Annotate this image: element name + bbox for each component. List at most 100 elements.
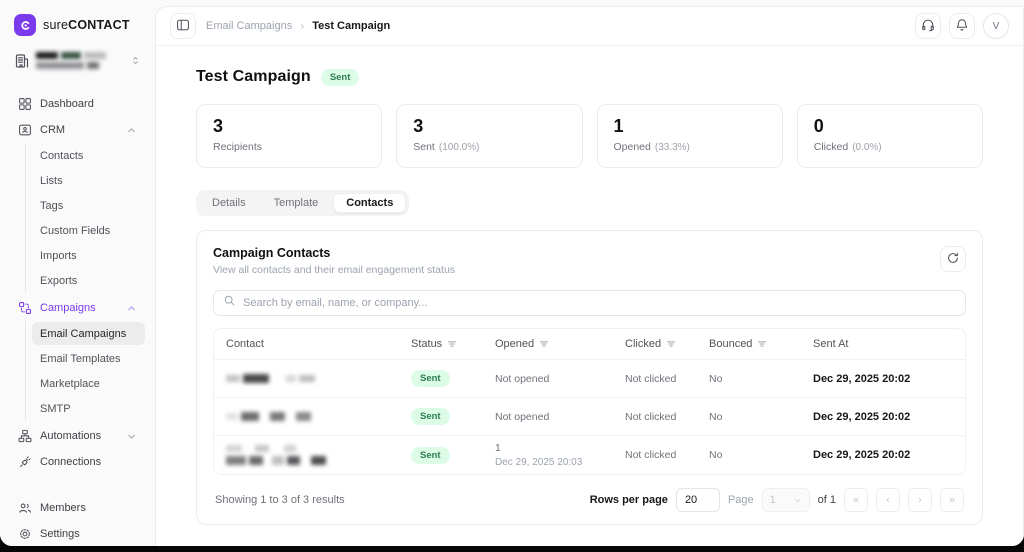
brand-name: sureCONTACT <box>43 18 130 32</box>
sent-at-cell: Dec 29, 2025 20:02 <box>813 372 911 385</box>
redacted-text <box>299 375 315 382</box>
sidebar-item-email-templates[interactable]: Email Templates <box>40 352 121 365</box>
connections-plug-icon <box>18 455 32 469</box>
page-label: Page <box>727 494 754 506</box>
filter-icon[interactable] <box>539 339 549 349</box>
tab-contacts[interactable]: Contacts <box>333 193 407 213</box>
table-row[interactable]: Sent 1 Dec 29, 2025 20:03 Not clicked No … <box>214 435 965 474</box>
sent-at-cell: Dec 29, 2025 20:02 <box>813 449 911 461</box>
breadcrumb-parent[interactable]: Email Campaigns <box>206 20 293 32</box>
sidebar-footer-nav: Members Settings <box>10 495 145 546</box>
sidebar-item-members[interactable]: Members <box>10 496 145 520</box>
panel-toggle-icon <box>176 18 190 35</box>
redacted-text <box>241 412 259 421</box>
filter-icon[interactable] <box>447 339 457 349</box>
table-row[interactable]: Sent Not opened Not clicked No Dec 29, 2… <box>214 359 965 397</box>
tab-template[interactable]: Template <box>273 197 319 209</box>
redacted-text <box>296 412 311 421</box>
contact-card-icon <box>18 123 32 137</box>
sidebar-item-custom-fields[interactable]: Custom Fields <box>40 224 111 237</box>
bell-icon <box>955 18 969 35</box>
headset-icon <box>921 18 935 35</box>
stat-label-text: Clicked <box>813 140 849 153</box>
status-badge: Sent <box>411 446 450 464</box>
dashboard-grid-icon <box>18 97 32 111</box>
chevron-down-icon <box>126 431 137 442</box>
last-page-button[interactable]: » <box>940 488 964 512</box>
sidebar-item-lists[interactable]: Lists <box>40 174 63 187</box>
sidebar-item-tags[interactable]: Tags <box>40 199 64 212</box>
sidebar-item-smtp[interactable]: SMTP <box>40 402 71 415</box>
previous-page-button[interactable]: ‹ <box>876 488 900 512</box>
table-header-row: Contact Status Opened Clicked Bounced Se… <box>214 329 965 359</box>
contact-cell-redacted <box>226 412 411 421</box>
redacted-text <box>272 456 284 465</box>
breadcrumb: Email Campaigns › Test Campaign <box>206 19 905 33</box>
sidebar-item-label: CRM <box>40 124 66 136</box>
org-selector[interactable] <box>12 50 143 71</box>
filter-icon[interactable] <box>666 339 676 349</box>
clicked-cell: Not clicked <box>625 410 677 423</box>
redacted-text <box>87 62 99 69</box>
redacted-text <box>249 456 263 465</box>
refresh-button[interactable] <box>940 246 966 272</box>
campaign-contacts-card: Campaign Contacts View all contacts and … <box>196 230 983 525</box>
status-badge: Sent <box>411 370 450 387</box>
stat-card-clicked: 0 Clicked (0.0%) <box>796 104 983 168</box>
notifications-button[interactable] <box>949 13 975 39</box>
rows-per-page-input[interactable] <box>675 488 720 512</box>
campaign-tabs: Details Template Contacts <box>196 190 410 216</box>
table-row[interactable]: Sent Not opened Not clicked No Dec 29, 2… <box>214 397 965 435</box>
results-summary: Showing 1 to 3 of 3 results <box>215 494 345 506</box>
redacted-text <box>286 375 296 382</box>
sidebar-item-automations[interactable]: Automations <box>10 424 145 448</box>
stat-card-sent: 3 Sent (100.0%) <box>396 104 583 168</box>
first-page-button[interactable]: « <box>844 488 868 512</box>
status-cell: Sent <box>411 408 495 425</box>
sidebar-item-campaigns[interactable]: Campaigns <box>10 296 145 320</box>
sidebar-item-crm[interactable]: CRM <box>10 118 145 142</box>
next-page-button[interactable]: › <box>908 488 932 512</box>
page-select[interactable]: 1 <box>761 488 810 512</box>
sidebar-item-marketplace[interactable]: Marketplace <box>40 377 100 390</box>
brand-name-bold: CONTACT <box>68 18 130 32</box>
redacted-text <box>287 456 300 465</box>
redacted-text <box>284 445 296 452</box>
sidebar-item-exports[interactable]: Exports <box>40 274 78 287</box>
redacted-text <box>226 375 240 382</box>
chevron-up-icon <box>126 303 137 314</box>
main-panel: Email Campaigns › Test Campaign V Test C… <box>155 6 1024 546</box>
organization-icon <box>14 53 30 69</box>
title-row: Test Campaign Sent <box>196 68 983 86</box>
redacted-text <box>36 52 58 59</box>
sidebar-toggle-button[interactable] <box>170 13 196 39</box>
user-avatar[interactable]: V <box>983 13 1009 39</box>
column-opened: Opened <box>495 338 625 350</box>
stat-label: Opened (33.3%) <box>614 141 766 153</box>
sidebar-item-dashboard[interactable]: Dashboard <box>10 92 145 116</box>
stat-value: 3 <box>413 116 424 136</box>
support-button[interactable] <box>915 13 941 39</box>
card-header: Campaign Contacts View all contacts and … <box>213 246 966 276</box>
sidebar-item-imports[interactable]: Imports <box>40 249 77 262</box>
stat-percent: (0.0%) <box>852 141 882 153</box>
breadcrumb-separator: › <box>300 19 305 33</box>
search-input[interactable] <box>243 297 956 309</box>
sidebar-item-label: Connections <box>40 456 102 468</box>
search-icon <box>223 294 236 312</box>
sidebar-item-connections[interactable]: Connections <box>10 450 145 474</box>
campaigns-submenu: Email Campaigns Email Templates Marketpl… <box>25 321 145 421</box>
campaigns-workflow-icon <box>18 301 32 315</box>
sidebar-item-contacts[interactable]: Contacts <box>40 149 84 162</box>
redacted-text <box>243 374 269 383</box>
sidebar-item-settings[interactable]: Settings <box>10 522 145 546</box>
page-content: Test Campaign Sent 3 Recipients 3 Sent (1… <box>156 46 1023 546</box>
pagination-controls: Rows per page Page 1 of 1 « ‹ › » <box>590 488 964 512</box>
filter-icon[interactable] <box>757 339 767 349</box>
brand-logo-icon <box>14 14 36 36</box>
sidebar-item-email-campaigns[interactable]: Email Campaigns <box>32 322 145 345</box>
org-name-redacted <box>36 52 124 69</box>
tab-details[interactable]: Details <box>212 197 246 209</box>
chevron-up-icon <box>126 125 137 136</box>
bounced-cell: No <box>709 372 723 385</box>
